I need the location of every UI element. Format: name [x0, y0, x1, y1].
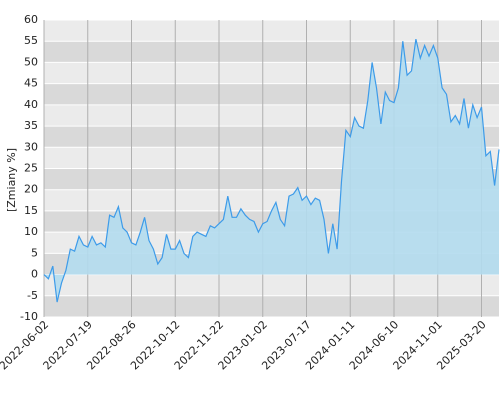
- grid-band: [44, 62, 499, 84]
- y-axis-label: [Zmiany %]: [5, 148, 18, 212]
- grid-band: [44, 20, 499, 42]
- y-tick-label: -5: [27, 289, 38, 302]
- y-tick-label: 60: [24, 13, 38, 26]
- y-tick-label: 50: [24, 55, 38, 68]
- y-tick-label: 25: [24, 162, 38, 175]
- grid-band: [44, 41, 499, 63]
- y-tick-label: 30: [24, 140, 38, 153]
- line: [43, 38, 500, 303]
- y-tick-label: 45: [24, 77, 38, 90]
- grid-band: [44, 295, 499, 317]
- y-tick-label: 35: [24, 119, 38, 132]
- y-tick-label: 20: [24, 183, 38, 196]
- y-tick-label: -10: [20, 310, 38, 323]
- y-tick-label: 5: [31, 246, 38, 259]
- grid-band: [44, 274, 499, 296]
- y-tick-label: 40: [24, 98, 38, 111]
- area: [44, 39, 499, 303]
- y-tick-label: 15: [24, 204, 38, 217]
- y-tick-label: 10: [24, 225, 38, 238]
- y-tick-label: 0: [31, 268, 38, 281]
- y-tick-label: 55: [24, 34, 38, 47]
